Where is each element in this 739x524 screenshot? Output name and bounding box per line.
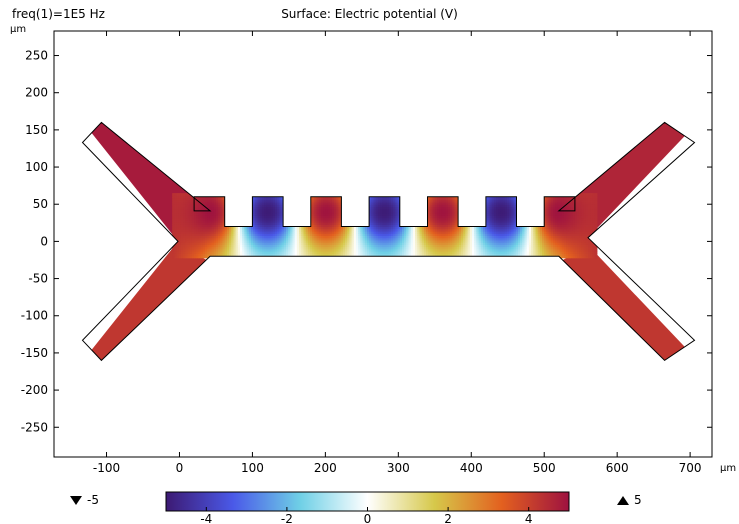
- y-tick-label: 0: [40, 234, 48, 248]
- min-value: -5: [87, 493, 99, 507]
- y-tick-label: -250: [21, 420, 48, 434]
- plot-title: Surface: Electric potential (V): [281, 7, 458, 21]
- x-axis-unit: µm: [720, 463, 737, 474]
- colorbar: -4 -2 0 2 4: [165, 491, 570, 524]
- x-tick-label: -100: [93, 461, 120, 475]
- axes-frame: [53, 30, 713, 458]
- x-tick-label: 0: [176, 461, 184, 475]
- y-axis-unit: µm: [10, 24, 27, 35]
- colorbar-tick-label: -4: [200, 512, 212, 524]
- frequency-label: freq(1)=1E5 Hz: [12, 7, 105, 21]
- colorbar-tick-label: 4: [525, 512, 533, 524]
- device-outline: [81, 121, 696, 362]
- max-value: 5: [634, 493, 642, 507]
- min-indicator: -5: [70, 493, 99, 507]
- x-tick-label: 400: [460, 461, 483, 475]
- y-tick-label: -150: [21, 346, 48, 360]
- y-tick-label: 50: [33, 197, 48, 211]
- y-tick-label: 200: [25, 86, 48, 100]
- max-indicator: 5: [617, 493, 642, 507]
- x-tick-label: 300: [387, 461, 410, 475]
- y-tick-label: -200: [21, 383, 48, 397]
- colorbar-tick-label: -2: [281, 512, 293, 524]
- potential-field: [82, 122, 695, 361]
- x-tick-label: 600: [606, 461, 629, 475]
- y-tick-label: -50: [28, 272, 48, 286]
- x-tick-label: 500: [533, 461, 556, 475]
- y-tick-label: 150: [25, 123, 48, 137]
- x-tick-label: 100: [241, 461, 264, 475]
- down-triangle-icon: [70, 496, 82, 505]
- colorbar-tick-label: 2: [444, 512, 452, 524]
- x-tick-label: 700: [679, 461, 702, 475]
- arm-lower-left: [82, 241, 224, 361]
- y-tick-label: 100: [25, 160, 48, 174]
- up-triangle-icon: [617, 496, 629, 505]
- axis-ticks: -100 0 100 200 300 400 500 600 70025020015010050…: [21, 31, 712, 475]
- x-tick-label: 200: [314, 461, 337, 475]
- colorbar-tick-label: 0: [364, 512, 372, 524]
- y-tick-label: -100: [21, 309, 48, 323]
- y-tick-label: 250: [25, 49, 48, 63]
